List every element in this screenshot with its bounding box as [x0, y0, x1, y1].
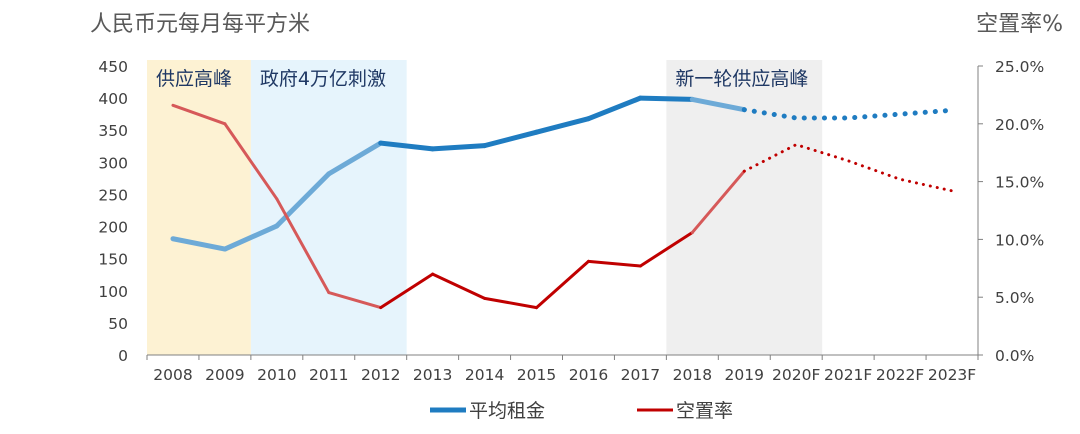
x-tick-label: 2022F: [876, 366, 924, 384]
series-0-segment: [534, 116, 591, 135]
series-0-segment: [378, 140, 436, 152]
series-1-segment: [223, 122, 279, 201]
legend-label-1: 空置率: [676, 400, 733, 422]
band-label-2: 新一轮供应高峰: [675, 68, 808, 90]
series-1-segment: [483, 296, 539, 310]
x-tick-label: 2010: [257, 366, 296, 384]
series-1-segment: [171, 103, 227, 126]
x-tick-label: 2017: [621, 366, 660, 384]
legend-label-0: 平均租金: [469, 400, 545, 422]
x-tick-label: 2023F: [928, 366, 976, 384]
series-1-segment: [275, 197, 331, 295]
x-tick-label: 2008: [153, 366, 192, 384]
series-0-segment: [170, 236, 228, 252]
series-1-segment: [690, 169, 746, 234]
series-1-segment: [586, 259, 642, 268]
x-tick-label: 2014: [465, 366, 504, 384]
series-1-forecast-line: [742, 142, 954, 193]
y-right-tick-label: 10.0%: [995, 231, 1044, 249]
series-1-segment: [638, 230, 694, 268]
x-tick-label: 2012: [361, 366, 400, 384]
y-left-tick-label: 300: [98, 154, 128, 172]
series-0-segment: [637, 95, 695, 102]
band-2: [666, 60, 823, 355]
y-right-tick-label: 20.0%: [995, 116, 1044, 134]
y-right-tick-label: 25.0%: [995, 58, 1044, 76]
series-0-segment: [689, 96, 747, 113]
y-left-tick-label: 350: [98, 122, 128, 140]
x-tick-label: 2020F: [772, 366, 820, 384]
series-1-segment: [327, 291, 383, 310]
series-0-forecast-line: [741, 107, 955, 121]
x-tick-label: 2018: [673, 366, 712, 384]
series-1-segment: [379, 272, 435, 310]
series-0-segment: [585, 95, 643, 122]
left-axis-unit-label: 人民币元每月每平方米: [90, 12, 310, 37]
y-right-tick-label: 5.0%: [995, 289, 1034, 307]
y-left-tick-label: 400: [98, 90, 128, 108]
y-left-tick-label: 100: [98, 283, 128, 301]
series-0-segment: [222, 223, 280, 252]
series-0-segment: [430, 143, 488, 152]
x-tick-label: 2009: [205, 366, 244, 384]
y-left-tick-label: 450: [98, 58, 128, 76]
band-label-0: 供应高峰: [156, 68, 232, 90]
y-left-tick-label: 50: [108, 315, 128, 333]
y-left-tick-label: 150: [98, 251, 128, 269]
series-1-segment: [535, 259, 590, 310]
x-tick-label: 2013: [413, 366, 452, 384]
y-right-tick-label: 0.0%: [995, 347, 1034, 365]
x-tick-label: 2015: [517, 366, 556, 384]
band-0: [147, 60, 251, 355]
series-1-segment: [431, 272, 487, 300]
x-tick-label: 2019: [725, 366, 764, 384]
series-0-segment: [482, 129, 540, 149]
band-1: [250, 60, 407, 355]
y-left-tick-label: 0: [118, 347, 128, 365]
legend: 平均租金 空置率: [430, 400, 733, 422]
x-tick-label: 2011: [309, 366, 348, 384]
y-right-tick-label: 15.0%: [995, 174, 1044, 192]
x-tick-label: 2016: [569, 366, 608, 384]
series-0-segment: [326, 140, 384, 177]
band-label-1: 政府4万亿刺激: [260, 68, 386, 90]
x-tick-label: 2021F: [824, 366, 872, 384]
series-lines: [170, 95, 955, 310]
right-axis-unit-label: 空置率%: [976, 12, 1063, 37]
y-left-tick-label: 200: [98, 219, 128, 237]
axes: 2008 2009 2010 2011 2012 2013 2014 2015 2016 2017…: [98, 58, 1044, 384]
highlight-bands: 供应高峰 政府4万亿刺激 新一轮供应高峰: [147, 60, 823, 355]
y-left-tick-label: 250: [98, 186, 128, 204]
